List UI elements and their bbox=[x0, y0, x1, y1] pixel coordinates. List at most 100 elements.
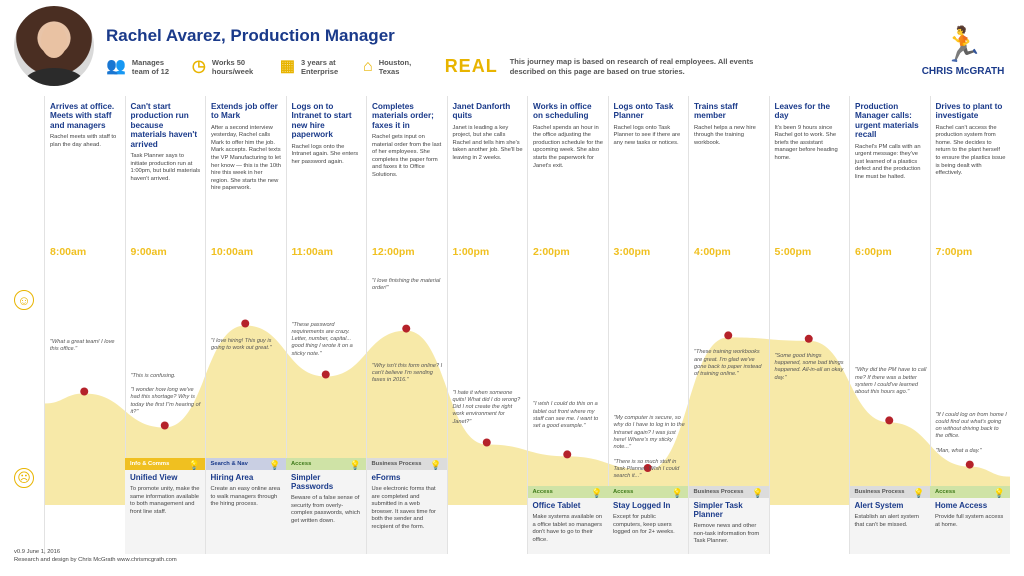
step-time: 1:00pm bbox=[452, 246, 490, 258]
step-time: 4:00pm bbox=[694, 246, 731, 258]
persona-quote: "These password requirements are crazy. … bbox=[291, 321, 353, 357]
step-description: Rachel helps a new hire through the trai… bbox=[694, 124, 756, 146]
persona-quote: "Why isn't this form online? I can't bel… bbox=[372, 362, 443, 384]
opportunity-description: Use electronic forms that are completed … bbox=[371, 486, 436, 530]
step-description: Rachel gets input on material order from… bbox=[372, 134, 442, 178]
opportunity-description: Create an easy online area to walk manag… bbox=[210, 486, 281, 508]
journey-column: Can't start production run because mater… bbox=[124, 96, 206, 554]
persona-quote: "I hate it when someone quits! What did … bbox=[452, 389, 521, 425]
step-description: Rachel logs onto the Intranet again. She… bbox=[291, 143, 359, 165]
opportunity-description: To promote unity, make the same informat… bbox=[130, 486, 200, 515]
stat-team: 👥 Manages team of 12 bbox=[106, 57, 170, 76]
step-description: Rachel's PM calls with an urgent message… bbox=[855, 143, 921, 180]
journey-column: Works in office on scheduling Rachel spen… bbox=[527, 96, 608, 554]
stat-location: ⌂ Houston, Texas bbox=[363, 57, 412, 76]
journey-column: Logs on to Intranet to start new hire pa… bbox=[285, 96, 367, 554]
step-description: Rachel meets with staff to plan the day … bbox=[50, 134, 117, 148]
persona-stats: 👥 Manages team of 12 ◷ Works 50 hours/week… bbox=[106, 56, 760, 77]
opportunity-description: Remove news and other non-task informati… bbox=[693, 523, 760, 545]
opportunity-card: Search & Nav 💡 Hiring Area Create an easy o… bbox=[205, 458, 286, 554]
step-time: 12:00pm bbox=[372, 246, 415, 258]
step-time: 9:00am bbox=[130, 246, 167, 258]
journey-column: Leaves for the day It's been 9 hours sinc… bbox=[768, 96, 850, 554]
opportunity-category: Access bbox=[608, 486, 688, 498]
house-icon: ⌂ bbox=[363, 57, 373, 75]
step-time: 10:00am bbox=[211, 246, 254, 258]
persona-quote: "I wish I could do this on a tablet out … bbox=[533, 401, 599, 430]
opportunity-title: Office Tablet bbox=[532, 501, 581, 510]
clock-icon: ◷ bbox=[191, 57, 206, 75]
opportunity-title: Alert System bbox=[854, 501, 904, 510]
opportunity-description: Except for public computers, keep users … bbox=[613, 514, 675, 536]
runner-icon: 🏃 bbox=[941, 26, 985, 64]
lightbulb-icon: 💡 bbox=[349, 460, 361, 470]
persona-quote: "Why did the PM have to call me? If ther… bbox=[855, 367, 927, 396]
sad-face-icon: ☹ bbox=[14, 468, 34, 488]
stat-tenure: ▦ 3 years at Enterprise bbox=[279, 57, 339, 76]
persona-quote: "Some good things happened, some bad thi… bbox=[774, 352, 844, 381]
lightbulb-icon: 💡 bbox=[591, 488, 603, 498]
opportunity-category: Business Process bbox=[688, 486, 769, 498]
journey-column: Trains staff member Rachel helps a new hi… bbox=[688, 96, 769, 554]
opportunity-card: Info & Comms 💡 Unified View To promote unit… bbox=[125, 458, 205, 554]
journey-column: Extends job offer to Mark After a second … bbox=[205, 96, 286, 554]
footer-credit: Research and design by Chris McGrath www… bbox=[14, 557, 177, 564]
opportunity-title: Hiring Area bbox=[210, 473, 254, 482]
step-time: 2:00pm bbox=[533, 246, 570, 258]
step-description: Janet is leading a key project, but she … bbox=[452, 124, 523, 161]
real-note: This journey map is based on research of… bbox=[509, 56, 754, 76]
step-title: Production Manager calls: urgent materia… bbox=[855, 102, 919, 140]
opportunity-category: Business Process bbox=[366, 458, 447, 470]
opportunity-title: Home Access bbox=[935, 501, 988, 510]
opportunity-category: Info & Comms bbox=[125, 458, 205, 470]
persona-quote: "I love hiring! This guy is going to wor… bbox=[211, 337, 272, 351]
persona-quote: "These training workbooks are great. I'm… bbox=[694, 349, 762, 378]
step-title: Janet Danforth quits bbox=[452, 102, 511, 121]
opportunity-category: Business Process bbox=[849, 486, 930, 498]
step-title: Drives to plant to investigate bbox=[935, 102, 1003, 121]
calendar-icon: ▦ bbox=[279, 57, 296, 75]
persona-quote: "My computer is secure, so why do I have… bbox=[613, 415, 685, 480]
opportunity-card: Business Process 💡 eForms Use electronic fo… bbox=[366, 458, 447, 554]
step-time: 5:00pm bbox=[774, 246, 812, 258]
journey-column: Janet Danforth quits Janet is leading a k… bbox=[446, 96, 528, 554]
opportunity-card: Access 💡 Stay Logged In Except for public c… bbox=[608, 486, 688, 554]
lightbulb-icon: 💡 bbox=[269, 460, 281, 470]
step-title: Arrives at office. Meets with staff and … bbox=[50, 102, 115, 130]
step-description: Rachel logs onto Task Planner to see if … bbox=[613, 124, 681, 146]
page-title: Rachel Avarez, Production Manager bbox=[106, 26, 395, 45]
opportunity-category: Access bbox=[930, 486, 1010, 498]
journey-column: Arrives at office. Meets with staff and … bbox=[44, 96, 125, 554]
footer: v0.9 June 1, 2016 Research and design by… bbox=[14, 548, 177, 564]
opportunity-category: Search & Nav bbox=[205, 458, 286, 470]
opportunity-card: Business Process 💡 Simpler Task Planner Rem… bbox=[688, 486, 769, 554]
journey-column: Production Manager calls: urgent materia… bbox=[849, 96, 930, 554]
step-time: 3:00pm bbox=[613, 246, 651, 258]
persona-quote: "I love finishing the material order!" bbox=[372, 278, 441, 292]
step-title: Leaves for the day bbox=[774, 102, 831, 121]
step-time: 7:00pm bbox=[935, 246, 973, 258]
real-label: REAL bbox=[444, 56, 498, 76]
opportunity-title: Stay Logged In bbox=[613, 501, 671, 510]
persona-quote: "If I could log on from home I could fin… bbox=[935, 411, 1007, 454]
opportunity-title: eForms bbox=[371, 473, 401, 482]
lightbulb-icon: 💡 bbox=[993, 488, 1005, 498]
step-time: 8:00am bbox=[50, 246, 87, 258]
journey-column: Logs onto Task Planner Rachel logs onto T… bbox=[607, 96, 689, 554]
opportunity-description: Establish an alert system that can't be … bbox=[854, 514, 919, 528]
opportunity-card: Access 💡 Home Access Provide full system ac… bbox=[930, 486, 1010, 554]
step-description: Task Planner says to initiate production… bbox=[130, 153, 201, 182]
step-title: Trains staff member bbox=[694, 102, 738, 121]
opportunity-category: Access bbox=[286, 458, 366, 470]
lightbulb-icon: 💡 bbox=[752, 488, 764, 498]
step-title: Extends job offer to Mark bbox=[211, 102, 278, 121]
step-description: Rachel spends an hour in the office adju… bbox=[533, 124, 603, 169]
journey-columns: Arrives at office. Meets with staff and … bbox=[44, 96, 1010, 556]
lightbulb-icon: 💡 bbox=[188, 460, 200, 470]
opportunity-description: Make systems available on a office table… bbox=[532, 514, 603, 543]
happy-face-icon: ☺ bbox=[14, 290, 34, 310]
opportunity-card: Business Process 💡 Alert System Establish a… bbox=[849, 486, 930, 554]
group-icon: 👥 bbox=[106, 57, 126, 75]
step-title: Works in office on scheduling bbox=[533, 102, 592, 121]
opportunity-description: Provide full system access at home. bbox=[935, 514, 1004, 528]
